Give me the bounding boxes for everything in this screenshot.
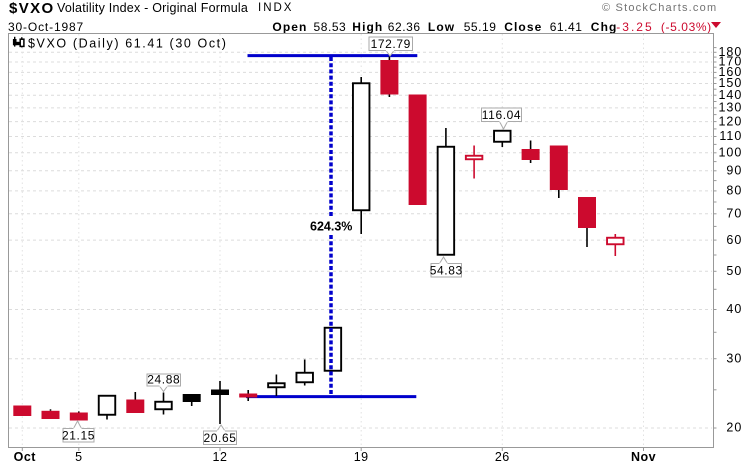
svg-text:60: 60 [726,233,742,247]
svg-text:Nov: Nov [631,450,656,464]
svg-text:50: 50 [726,264,742,278]
svg-text:Oct: Oct [14,450,37,464]
svg-text:624.3%: 624.3% [310,220,352,234]
svg-text:130: 130 [718,101,742,115]
svg-text:20: 20 [726,421,742,435]
svg-text:116.04: 116.04 [482,108,521,122]
svg-text:70: 70 [726,207,742,221]
svg-text:150: 150 [718,76,742,90]
svg-text:172.79: 172.79 [371,37,411,51]
svg-text:90: 90 [726,164,742,178]
svg-text:5: 5 [75,450,82,464]
svg-text:100: 100 [718,146,742,160]
svg-text:80: 80 [726,184,742,198]
svg-text:180: 180 [718,45,742,59]
svg-text:110: 110 [719,129,742,143]
svg-text:170: 170 [718,55,742,69]
svg-text:54.83: 54.83 [430,264,463,278]
svg-text:26: 26 [495,450,510,464]
svg-text:$VXO (Daily) 61.41 (30 Oct): $VXO (Daily) 61.41 (30 Oct) [28,36,228,50]
svg-text:120: 120 [718,114,742,128]
svg-text:12: 12 [213,450,228,464]
svg-text:160: 160 [718,65,742,79]
svg-text:40: 40 [726,302,742,316]
svg-text:21.15: 21.15 [62,429,95,443]
svg-text:19: 19 [354,450,369,464]
svg-text:30: 30 [726,351,742,365]
svg-text:20.65: 20.65 [203,431,236,445]
svg-text:24.88: 24.88 [147,373,180,387]
svg-text:140: 140 [718,88,742,102]
